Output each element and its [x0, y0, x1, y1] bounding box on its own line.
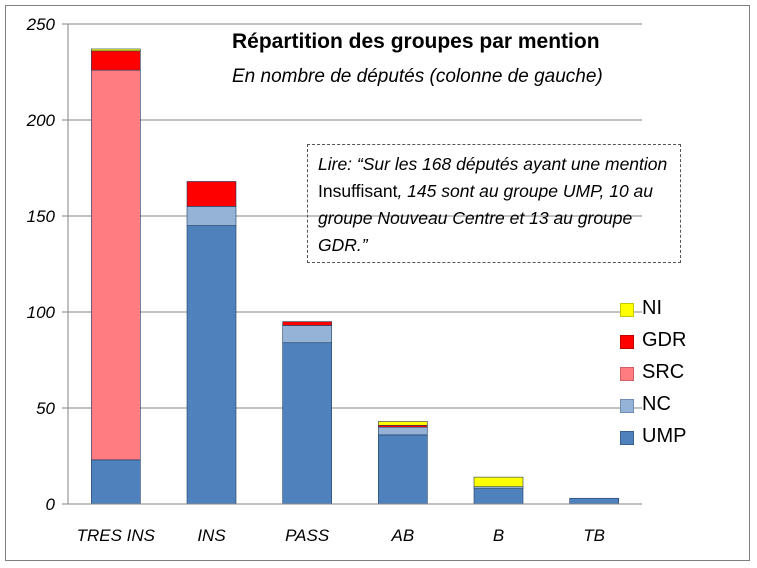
bar-segment-ump [186, 225, 237, 505]
x-tick-label: INS [197, 526, 226, 545]
legend-swatch [620, 335, 634, 349]
note-emphasis: Insuffisant [318, 181, 398, 201]
note-prefix: Lire: “Sur les 168 députés ayant une men… [318, 154, 668, 174]
x-tick-label: PASS [285, 526, 330, 545]
bar-segment-gdr [91, 50, 141, 71]
x-tick-label: TRES INS [77, 526, 156, 545]
legend-swatch [620, 431, 634, 445]
chart-subtitle: En nombre de députés (colonne de gauche) [232, 66, 603, 87]
legend-label: NC [642, 393, 671, 415]
bar-segment-ump [569, 497, 619, 505]
bar-segment-ump [91, 459, 141, 505]
bar-segment-nc [186, 206, 237, 226]
reading-note: Lire: “Sur les 168 députés ayant une men… [307, 144, 681, 263]
bars [91, 48, 619, 505]
y-tick-label: 100 [27, 303, 56, 322]
chart-title: Répartition des groupes par mention [232, 30, 600, 53]
legend-label: UMP [642, 425, 687, 447]
legend-label: GDR [642, 329, 687, 351]
x-tick-labels: TRES INS INS PASS AB B TB [77, 526, 605, 545]
y-tick-label: 200 [26, 111, 56, 130]
bar-segment-ni [91, 48, 141, 52]
legend-label: NI [642, 297, 662, 319]
legend-swatch [620, 399, 634, 413]
y-tick-label: 0 [46, 495, 56, 514]
x-tick-label: AB [390, 526, 414, 545]
y-tick-label: 150 [27, 207, 56, 226]
legend-label: SRC [642, 361, 685, 383]
bar-segment-ump [282, 342, 332, 505]
x-tick-label: TB [583, 526, 605, 545]
bar-segment-ump [378, 434, 428, 505]
note-suffix: , 145 sont au groupe UMP, 10 au groupe N… [318, 181, 654, 255]
bar-segment-ump [473, 488, 524, 505]
axes [67, 24, 642, 505]
grid-lines [62, 23, 642, 505]
bar-segment-gdr [186, 181, 237, 207]
bar-segment-gdr [282, 321, 332, 326]
bar-segment-src [91, 69, 141, 461]
bar-segment-nc [282, 325, 332, 344]
y-tick-label: 250 [26, 15, 56, 34]
legend-swatch [620, 367, 634, 381]
y-tick-label: 50 [36, 399, 55, 418]
bar-segment-ni [378, 421, 428, 426]
bar-segment-nc [378, 426, 428, 436]
y-tick-labels: 0 50 100 150 200 250 [26, 15, 56, 514]
legend-swatch [620, 303, 634, 317]
x-tick-label: B [493, 526, 504, 545]
bar-segment-ni [473, 476, 524, 488]
